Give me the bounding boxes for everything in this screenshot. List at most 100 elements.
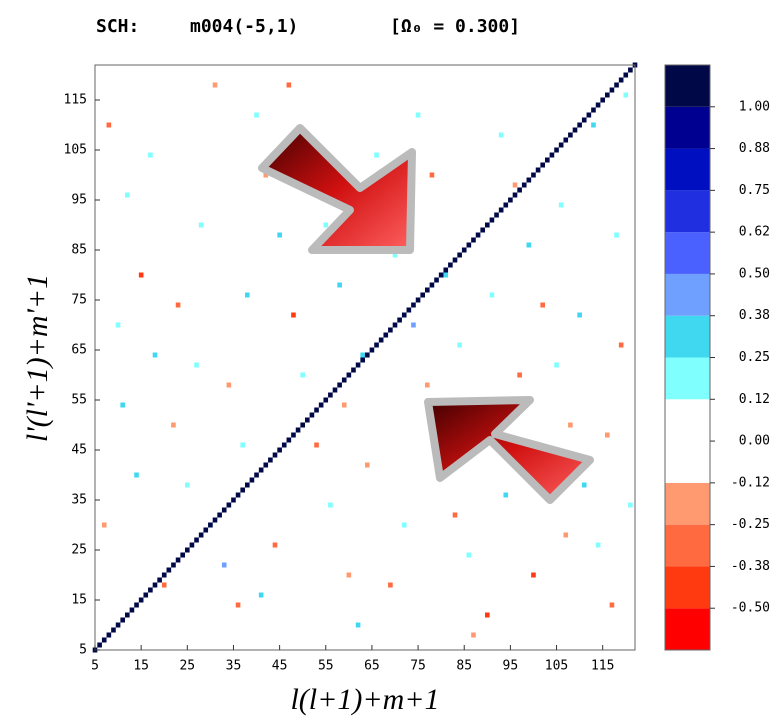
diagonal-cell: [291, 432, 296, 438]
cell: [392, 252, 398, 258]
x-tick-label: 105: [545, 659, 568, 674]
diagonal-cell: [254, 472, 259, 478]
colorbar-band: [665, 357, 710, 400]
cell: [415, 112, 421, 118]
cell: [328, 502, 333, 508]
diagonal-cell: [526, 177, 532, 183]
diagonal-cell: [221, 507, 227, 513]
cell: [411, 322, 416, 328]
diagonal-cell: [268, 457, 273, 463]
cell: [314, 442, 319, 448]
cell: [558, 202, 564, 208]
cell: [277, 232, 282, 238]
diagonal-cell: [120, 617, 125, 623]
colorbar-band: [665, 608, 710, 650]
cell: [563, 532, 569, 538]
x-tick-label: 15: [133, 659, 149, 674]
diagonal-cell: [277, 447, 282, 453]
y-tick-label: 15: [71, 593, 87, 608]
diagonal-cell: [212, 517, 218, 523]
diagonal-cell: [415, 297, 421, 303]
colorbar-band: [665, 524, 710, 567]
cell: [614, 232, 619, 238]
diagonal-cell: [295, 427, 301, 433]
diagonal-cell: [351, 367, 356, 373]
diagonal-cell: [148, 587, 153, 593]
diagonal-cell: [558, 142, 564, 148]
diagonal-cell: [249, 477, 255, 483]
diagonal-cell: [245, 482, 250, 488]
diagonal-cell: [203, 527, 209, 533]
diagonal-cell: [106, 632, 112, 638]
diagonal-cell: [425, 287, 430, 293]
diagonal-cell: [429, 282, 435, 288]
diagonal-cell: [346, 372, 352, 378]
title-model: m004(-5,1): [190, 16, 298, 37]
diagonal-cell: [194, 537, 199, 543]
cell: [360, 352, 365, 358]
diagonal-cell: [577, 122, 582, 128]
colorbar-band: [665, 106, 710, 149]
cell: [365, 462, 370, 468]
cell: [134, 472, 139, 478]
diagonal-cell: [175, 557, 181, 563]
diagonal-cell: [272, 452, 278, 458]
diagonal-cell: [591, 107, 596, 113]
cell: [581, 482, 587, 488]
cell: [226, 382, 232, 388]
diagonal-cell: [438, 272, 444, 278]
diagonal-cell: [365, 352, 370, 358]
diagonal-cell: [217, 512, 222, 518]
diagonal-cell: [341, 377, 347, 383]
diagonal-cell: [461, 247, 467, 253]
diagonal-cell: [494, 212, 499, 218]
colorbar-tick-label: 1.00: [739, 99, 770, 114]
diagonal-cell: [568, 132, 573, 138]
diagonal-cell: [614, 82, 619, 88]
diagonal-cell: [498, 207, 504, 213]
colorbar-band: [665, 232, 710, 274]
y-tick-label: 95: [71, 193, 87, 208]
cell: [531, 572, 536, 578]
colorbar-tick-label: 0.62: [739, 225, 770, 240]
diagonal-cell: [420, 292, 425, 298]
diagonal-cell: [466, 242, 472, 248]
cell: [425, 382, 430, 388]
cell: [374, 152, 379, 158]
colorbar-tick-label: 0.50: [739, 266, 770, 281]
y-tick-label: 115: [64, 93, 87, 108]
title-param: [Ω₀ = 0.300]: [390, 16, 520, 37]
cell: [485, 612, 490, 618]
cell: [185, 482, 190, 488]
cell: [212, 82, 218, 88]
diagonal-cell: [111, 627, 116, 633]
diagonal-cell: [503, 202, 509, 208]
colorbar-band: [665, 399, 710, 442]
annotation-arrow: [424, 396, 594, 504]
cell: [443, 272, 449, 278]
diagonal-cell: [185, 547, 190, 553]
colorbar-tick-label: 0.88: [739, 141, 770, 156]
diagonal-cell: [452, 257, 458, 263]
diagonal-cell: [323, 397, 329, 403]
cell: [605, 432, 610, 438]
diagonal-cell: [475, 232, 481, 238]
cell: [161, 582, 167, 588]
cell: [115, 322, 121, 328]
cell: [341, 402, 347, 408]
x-tick-label: 45: [272, 659, 288, 674]
diagonal-cell: [581, 117, 587, 123]
diagonal-cell: [535, 167, 541, 173]
colorbar-band: [665, 315, 710, 358]
diagonal-cell: [406, 307, 412, 313]
diagonal-cell: [378, 337, 384, 343]
x-tick-label: 55: [318, 659, 334, 674]
y-tick-label: 5: [79, 643, 87, 658]
diagonal-cell: [240, 487, 245, 493]
diagonal-cell: [360, 357, 365, 363]
diagonal-cell: [157, 577, 162, 583]
cell: [489, 292, 495, 298]
cell: [628, 502, 633, 508]
diagonal-cell: [600, 97, 605, 103]
x-axis-label: l(l+1)+m+1: [290, 683, 439, 716]
